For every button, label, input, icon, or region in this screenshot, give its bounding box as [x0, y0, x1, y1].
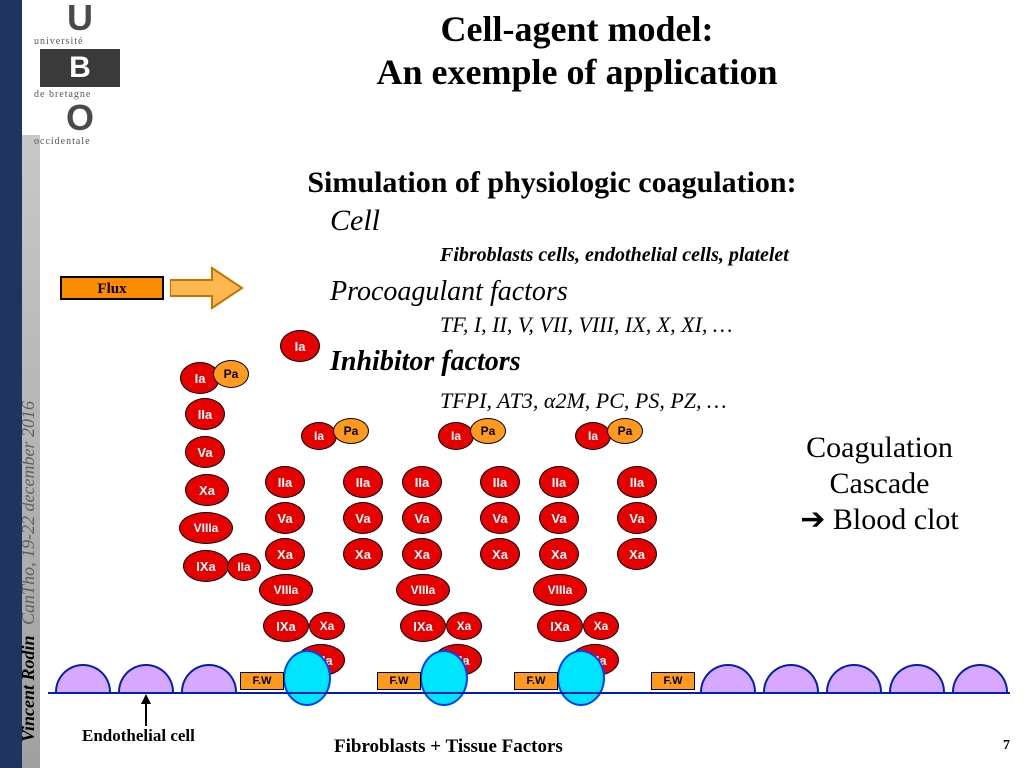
factor-bubble: Va	[265, 502, 305, 534]
factor-bubble: IXa	[400, 610, 446, 642]
ubo-logo: U université B de bretagne O occidentale	[30, 0, 130, 140]
coag-l2: Cascade	[830, 467, 930, 500]
fibroblast-oval	[420, 650, 468, 706]
endothelial-cell	[700, 664, 756, 692]
event: CanTho, 19-22 december 2016	[18, 401, 38, 625]
fibroblast-label: Fibroblasts + Tissue Factors	[334, 736, 563, 758]
factor-bubble: Ia	[301, 422, 337, 450]
factor-bubble: IXa	[183, 550, 229, 582]
factor-bubble: Va	[185, 436, 225, 468]
logo-sub1: université	[30, 36, 130, 47]
factor-bubble: Ia	[280, 330, 320, 362]
factor-bubble: Xa	[309, 612, 345, 640]
title-line1: Cell-agent model:	[441, 9, 714, 49]
factor-bubble: IIa	[343, 466, 383, 498]
factor-bubble: Xa	[343, 538, 383, 570]
endothelial-label: Endothelial cell	[82, 726, 195, 746]
factor-bubble: VIIIa	[396, 574, 450, 606]
flux-label: Flux	[60, 276, 164, 300]
factor-bubble: IIa	[265, 466, 305, 498]
author: Vincent Rodin	[18, 635, 38, 742]
fw-label: F.W	[240, 672, 284, 690]
factor-bubble: Xa	[617, 538, 657, 570]
factor-bubble: IIa	[539, 466, 579, 498]
factor-bubble: Xa	[265, 538, 305, 570]
factor-bubble: IXa	[263, 610, 309, 642]
page-number: 7	[1003, 738, 1010, 754]
factor-bubble: Xa	[185, 474, 229, 506]
factor-bubble: IIa	[617, 466, 657, 498]
factor-bubble: Pa	[333, 418, 369, 444]
heading-cell: Cell	[330, 204, 380, 238]
factor-bubble: Ia	[438, 422, 474, 450]
detail-cell: Fibroblasts cells, endothelial cells, pl…	[440, 244, 789, 267]
factor-bubble: Xa	[539, 538, 579, 570]
factor-bubble: IIa	[227, 553, 261, 581]
coag-l3: ➔ Blood clot	[800, 503, 958, 536]
fibroblast-oval	[283, 650, 331, 706]
fw-label: F.W	[377, 672, 421, 690]
factor-bubble: VIIIa	[179, 512, 233, 544]
factor-bubble: Xa	[480, 538, 520, 570]
fw-label: F.W	[514, 672, 558, 690]
factor-bubble: VIIIa	[533, 574, 587, 606]
side-caption: Vincent Rodin CanTho, 19-22 december 201…	[18, 401, 39, 742]
endothelial-cell	[55, 664, 111, 692]
fw-label: F.W	[651, 672, 695, 690]
factor-bubble: IIa	[480, 466, 520, 498]
factor-bubble: Ia	[575, 422, 611, 450]
logo-u: U	[30, 0, 130, 36]
logo-o: O	[30, 100, 130, 136]
factor-bubble: Pa	[470, 418, 506, 444]
factor-bubble: Pa	[607, 418, 643, 444]
fibroblast-oval	[557, 650, 605, 706]
endothelial-cell	[181, 664, 237, 692]
factor-bubble: Xa	[583, 612, 619, 640]
logo-sub3: occidentale	[30, 136, 130, 147]
coagulation-text: Coagulation Cascade ➔ Blood clot	[750, 430, 1009, 538]
factor-bubble: IIa	[185, 398, 225, 430]
endothelial-cell	[826, 664, 882, 692]
slide-title: Cell-agent model: An exemple of applicat…	[150, 8, 1004, 94]
factor-bubble: IXa	[537, 610, 583, 642]
factor-bubble: Va	[343, 502, 383, 534]
baseline	[48, 692, 1010, 694]
flux-arrow-icon	[170, 262, 244, 314]
factor-bubble: IIa	[402, 466, 442, 498]
endothelial-cell	[118, 664, 174, 692]
factor-bubble: Va	[480, 502, 520, 534]
detail-pro: TF, I, II, V, VII, VIII, IX, X, XI, …	[440, 312, 732, 338]
heading-inh: Inhibitor factors	[330, 346, 521, 378]
endothelial-cell	[952, 664, 1008, 692]
endo-pointer-arrow-icon	[138, 694, 154, 728]
coag-l1: Coagulation	[806, 431, 953, 464]
factor-bubble: Xa	[446, 612, 482, 640]
factor-bubble: Va	[539, 502, 579, 534]
factor-bubble: Va	[402, 502, 442, 534]
title-line2: An exemple of application	[377, 52, 778, 92]
heading-pro: Procoagulant factors	[330, 276, 568, 308]
factor-bubble: Pa	[213, 360, 249, 388]
factor-bubble: Xa	[402, 538, 442, 570]
endothelial-cell	[889, 664, 945, 692]
detail-inh: TFPI, AT3, α2M, PC, PS, PZ, …	[440, 388, 727, 414]
subtitle: Simulation of physiologic coagulation:	[100, 166, 1004, 200]
endothelial-cell	[763, 664, 819, 692]
logo-b: B	[40, 49, 120, 87]
factor-bubble: VIIIa	[259, 574, 313, 606]
factor-bubble: Va	[617, 502, 657, 534]
